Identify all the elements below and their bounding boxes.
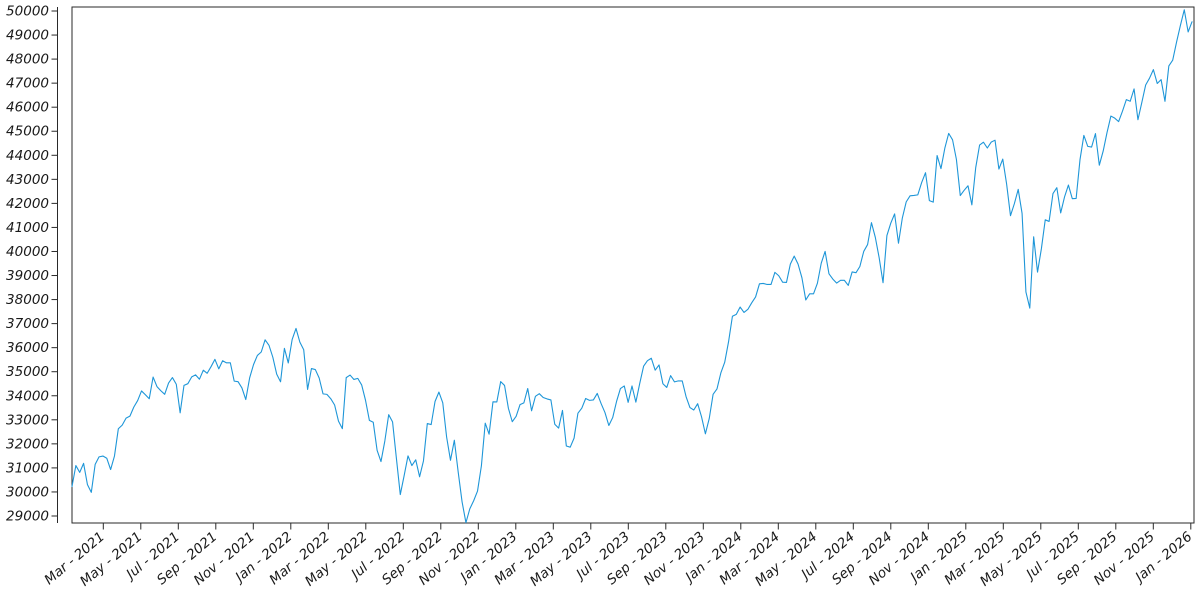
y-tick-label: 44000 xyxy=(6,148,49,164)
y-tick-label: 31000 xyxy=(6,460,49,476)
y-tick-label: 35000 xyxy=(6,364,49,380)
y-tick-label: 45000 xyxy=(6,124,49,140)
plot-frame xyxy=(71,6,1195,524)
y-tick-label: 41000 xyxy=(6,220,49,236)
y-tick-label: 32000 xyxy=(6,436,49,452)
y-tick-label: 38000 xyxy=(6,292,49,308)
y-tick-label: 34000 xyxy=(6,388,49,404)
y-tick-label: 47000 xyxy=(6,76,49,92)
price-line xyxy=(71,9,1193,524)
y-tick-label: 42000 xyxy=(6,196,49,212)
y-tick-label: 30000 xyxy=(6,484,49,500)
y-tick-label: 50000 xyxy=(6,4,49,20)
y-tick-label: 33000 xyxy=(6,412,49,428)
y-tick-label: 29000 xyxy=(6,509,49,525)
y-tick-label: 48000 xyxy=(6,52,49,68)
y-tick-label: 40000 xyxy=(6,244,49,260)
y-tick-label: 37000 xyxy=(6,316,49,332)
y-tick-label: 46000 xyxy=(6,100,49,116)
y-tick-label: 39000 xyxy=(6,268,49,284)
y-tick-label: 49000 xyxy=(6,28,49,44)
y-tick-label: 43000 xyxy=(6,172,49,188)
y-tick-label: 36000 xyxy=(6,340,49,356)
